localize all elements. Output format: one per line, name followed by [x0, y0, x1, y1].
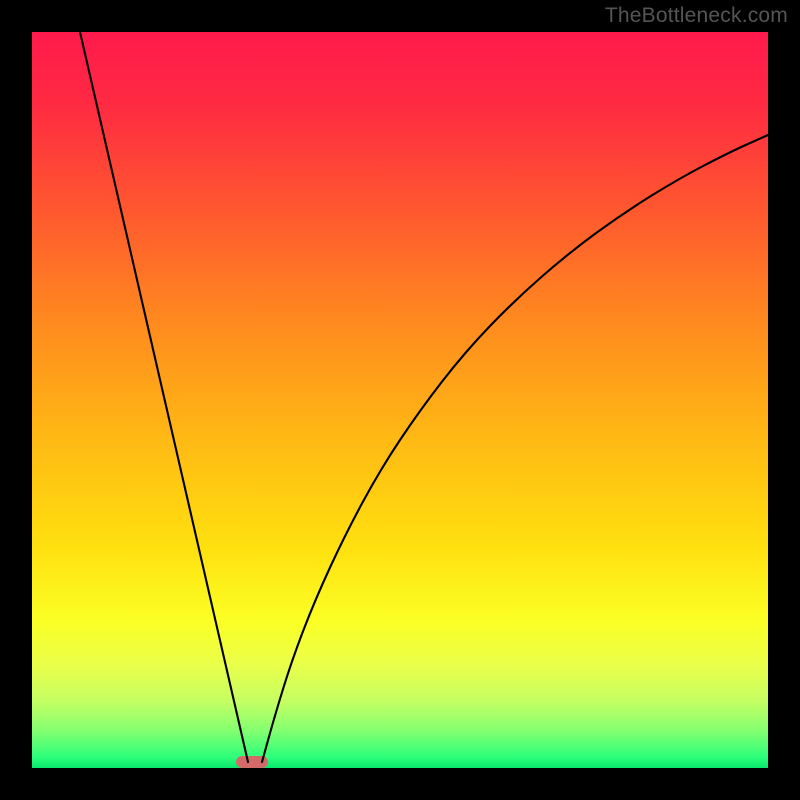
watermark-text: TheBottleneck.com — [605, 4, 788, 28]
bottleneck-chart: TheBottleneck.com — [0, 0, 800, 800]
plot-background — [32, 32, 768, 768]
chart-canvas — [0, 0, 800, 800]
